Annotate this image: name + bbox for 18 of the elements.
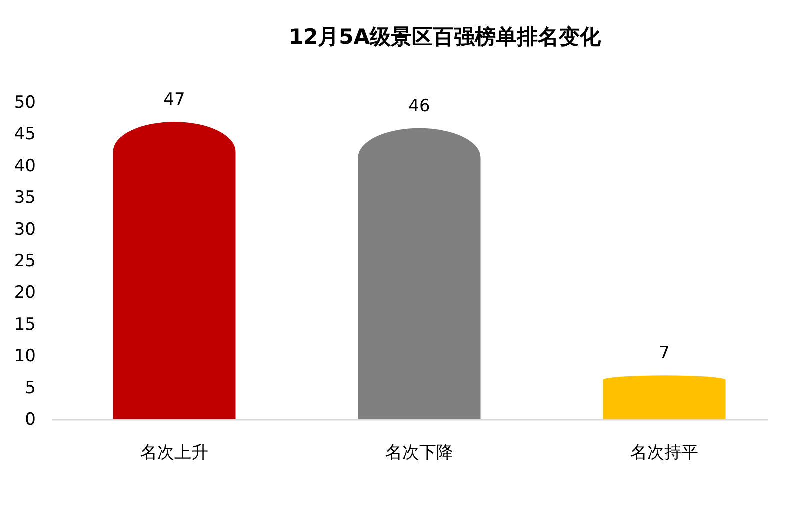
y-tick-label: 0 [25, 410, 36, 430]
x-tick-label: 名次上升 [140, 443, 208, 463]
x-tick-label: 名次持平 [630, 443, 698, 463]
y-tick-label: 40 [14, 156, 36, 176]
y-tick-label: 5 [25, 378, 36, 398]
y-tick-label: 10 [14, 346, 36, 367]
x-tick-label: 名次下降 [386, 443, 454, 463]
y-tick-label: 30 [14, 220, 36, 240]
y-tick-label: 25 [14, 252, 36, 272]
y-tick-label: 45 [14, 124, 36, 145]
data-label: 7 [659, 344, 670, 364]
y-tick-label: 15 [14, 314, 36, 335]
data-label: 47 [164, 90, 186, 110]
y-tick-label: 50 [14, 93, 36, 113]
chart-title: 12月5A级景区百强榜单排名变化 [288, 25, 602, 49]
y-tick-label: 20 [14, 283, 36, 304]
y-tick-label: 35 [14, 188, 36, 208]
data-label: 46 [408, 96, 430, 116]
